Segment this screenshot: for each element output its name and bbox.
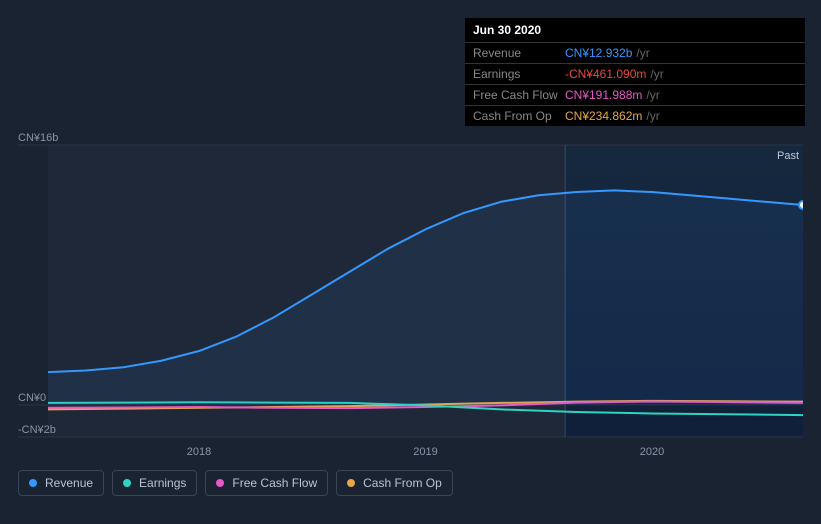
legend-dot [29, 479, 37, 487]
tooltip-metric-value: CN¥234.862m [565, 109, 642, 123]
tooltip-unit: /yr [650, 67, 663, 81]
tooltip-row: Earnings-CN¥461.090m/yr [465, 64, 805, 85]
tooltip-date: Jun 30 2020 [465, 18, 805, 43]
y-axis-label: CN¥0 [18, 392, 46, 404]
tooltip-metric-label: Revenue [473, 46, 565, 60]
y-axis-label: -CN¥2b [18, 424, 56, 436]
legend-dot [347, 479, 355, 487]
data-tooltip: Jun 30 2020 RevenueCN¥12.932b/yrEarnings… [465, 18, 805, 126]
tooltip-metric-value: CN¥191.988m [565, 88, 642, 102]
tooltip-unit: /yr [646, 88, 659, 102]
legend-label: Earnings [139, 476, 186, 490]
x-axis-label: 2019 [413, 446, 437, 458]
legend: Revenue Earnings Free Cash Flow Cash From O… [18, 470, 803, 496]
tooltip-metric-value: -CN¥461.090m [565, 67, 646, 81]
tooltip-row: Free Cash FlowCN¥191.988m/yr [465, 85, 805, 106]
legend-item[interactable]: Cash From Op [336, 470, 453, 496]
legend-label: Cash From Op [363, 476, 442, 490]
tooltip-unit: /yr [636, 46, 649, 60]
legend-item[interactable]: Free Cash Flow [205, 470, 328, 496]
tooltip-unit: /yr [646, 109, 659, 123]
legend-label: Revenue [45, 476, 93, 490]
past-label: Past [777, 150, 799, 162]
tooltip-metric-label: Free Cash Flow [473, 88, 565, 102]
legend-item[interactable]: Revenue [18, 470, 104, 496]
y-axis-label: CN¥16b [18, 132, 58, 144]
legend-item[interactable]: Earnings [112, 470, 197, 496]
legend-label: Free Cash Flow [232, 476, 317, 490]
legend-dot [216, 479, 224, 487]
tooltip-metric-label: Cash From Op [473, 109, 565, 123]
x-axis-label: 2018 [187, 446, 211, 458]
x-axis-label: 2020 [640, 446, 664, 458]
tooltip-metric-label: Earnings [473, 67, 565, 81]
tooltip-row: Cash From OpCN¥234.862m/yr [465, 106, 805, 126]
tooltip-metric-value: CN¥12.932b [565, 46, 632, 60]
legend-dot [123, 479, 131, 487]
tooltip-row: RevenueCN¥12.932b/yr [465, 43, 805, 64]
